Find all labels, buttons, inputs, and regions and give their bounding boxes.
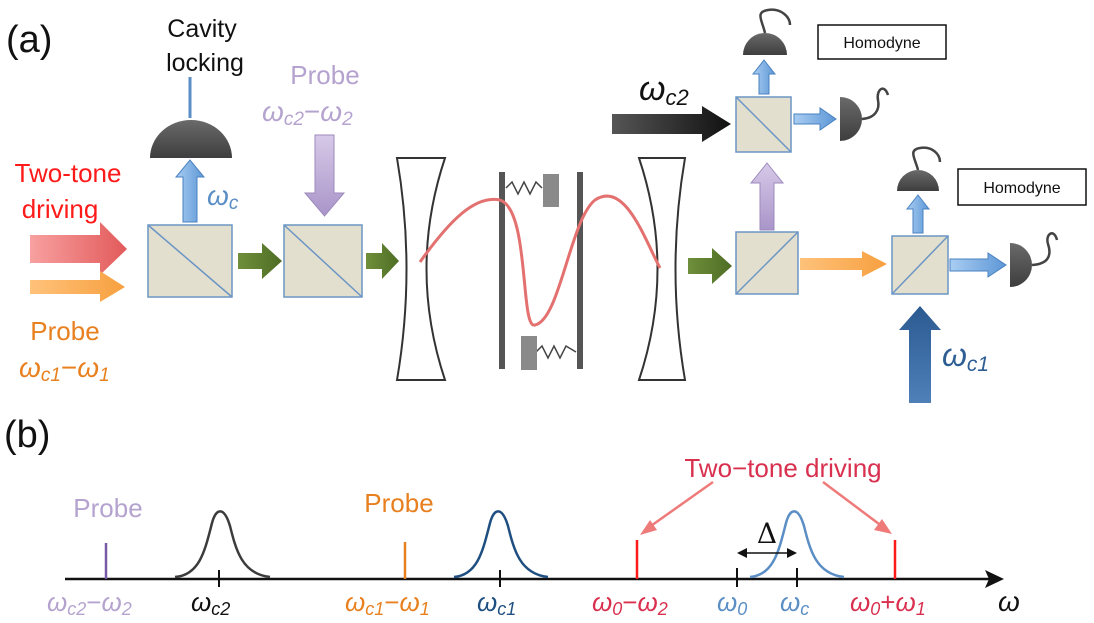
beam-splitter-5 [891, 235, 949, 295]
cavity-field-wave [418, 194, 662, 327]
green-arrow-3 [688, 248, 732, 284]
beam-splitter-4 [735, 96, 792, 153]
green-arrow-1 [238, 243, 282, 279]
homodyne-detector-right-2 [1010, 232, 1059, 287]
cavity-mirror-left [395, 157, 447, 381]
omega-c1-label: ωc1 [942, 337, 989, 376]
homodyne-detector-top-2 [840, 87, 890, 141]
omega-c1-arrow [899, 306, 941, 403]
axis-omega-symbol: ω [998, 586, 1020, 617]
omega-c-label: ωc [207, 180, 239, 214]
driving-arrow [30, 222, 127, 275]
homodyne-box-right: Homodyne [957, 168, 1087, 206]
peak-omega-c1 [453, 510, 549, 579]
green-arrow-2 [366, 243, 399, 279]
probe-bottom-frequency: ωc1−ω1 [19, 352, 110, 386]
cavity-locking-label-line1: Cavity [167, 15, 237, 43]
cavity-locking-detector [150, 77, 232, 158]
probe-top-title: Probe [290, 60, 359, 90]
purple-arrow-up [749, 162, 785, 231]
two-tone-pointer-right [822, 481, 892, 534]
peak-omega-c [749, 510, 845, 579]
two-tone-driving-line2: driving [22, 194, 99, 224]
beam-splitter-2 [283, 224, 363, 298]
bs5-right-arrow [949, 252, 1007, 278]
panel-a-label: (a) [6, 19, 52, 61]
omega-c-arrow [174, 159, 206, 223]
probe-bottom-arrow [30, 271, 125, 302]
homodyne-label-top: Homodyne [843, 35, 920, 52]
beam-splitter-3 [735, 231, 799, 295]
probe-mid-label: Probe [364, 488, 433, 518]
omega-c2-arrow [612, 106, 731, 142]
probe-bottom-title: Probe [30, 316, 99, 346]
delta-label: Δ [757, 517, 777, 550]
label-omega-c1: ωc1 [477, 587, 516, 619]
homodyne-detector-top-1 [743, 8, 792, 55]
two-tone-driving-label-b: Two−tone driving [684, 453, 881, 483]
two-tone-pointer-left [640, 480, 714, 535]
beam-splitter-1 [147, 224, 233, 298]
bs4-up-arrow [751, 59, 777, 95]
cavity-locking-label-line2: locking [166, 49, 244, 77]
bs4-right-arrow [793, 107, 837, 131]
delta-double-arrow [737, 548, 797, 558]
probe-left-label: Probe [73, 493, 142, 523]
panel-b-label: (b) [4, 414, 50, 456]
omega-c2-label: ωc2 [639, 70, 689, 110]
mechanical-oscillator [499, 172, 583, 370]
orange-arrow-to-bs5 [800, 251, 887, 277]
probe-top-frequency: ωc2−ω2 [262, 96, 353, 130]
probe-top-arrow [303, 134, 346, 217]
peak-omega-c2 [174, 510, 271, 579]
label-omega-c2: ωc2 [191, 587, 230, 619]
label-omega-0-minus-omega-2: ω0−ω2 [592, 587, 668, 619]
homodyne-box-top: Homodyne [817, 24, 947, 60]
label-omega-c: ωc [780, 587, 809, 619]
two-tone-driving-line1: Two-tone [15, 158, 122, 188]
homodyne-label-right: Homodyne [983, 180, 1060, 197]
label-omega-0: ω0 [717, 587, 747, 619]
axis-tick-labels: ωc2−ω2 ωc2 ωc1−ω1 ωc1 ω0−ω2 ω0 ωc ω0+ω1 [47, 587, 926, 619]
cavity-mirror-right [637, 157, 687, 381]
label-omega-0-plus-omega-1: ω0+ω1 [850, 587, 926, 619]
homodyne-detector-right-1 [897, 146, 942, 191]
bs5-up-arrow [905, 194, 931, 234]
label-omega-c1-minus-omega-1: ωc1−ω1 [345, 587, 430, 619]
label-omega-c2-minus-omega-2: ωc2−ω2 [47, 587, 132, 619]
